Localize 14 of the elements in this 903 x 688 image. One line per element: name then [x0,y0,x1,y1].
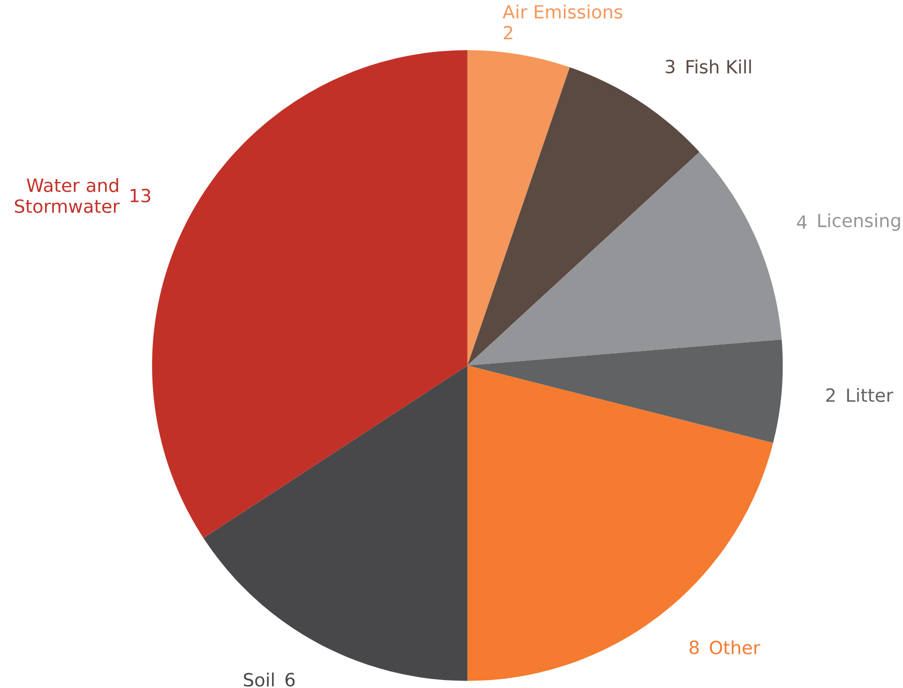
slice-label: Soil [244,672,274,687]
data-label: 6 [286,672,295,686]
data-label: 2 [826,388,835,402]
slice-label: Air Emissions [502,4,622,19]
slice-label: Fish Kill [686,60,751,74]
data-label: 2 [504,26,512,40]
slice-label: Other [710,640,760,654]
slice-label: Licensing [818,213,900,231]
data-label: 3 [666,60,674,74]
data-label: 13 [130,188,150,202]
slice-label: Water and Stormwater [14,178,120,214]
slice-label: Litter [847,388,894,402]
data-label: 8 [690,640,699,654]
data-label: 4 [796,215,807,229]
